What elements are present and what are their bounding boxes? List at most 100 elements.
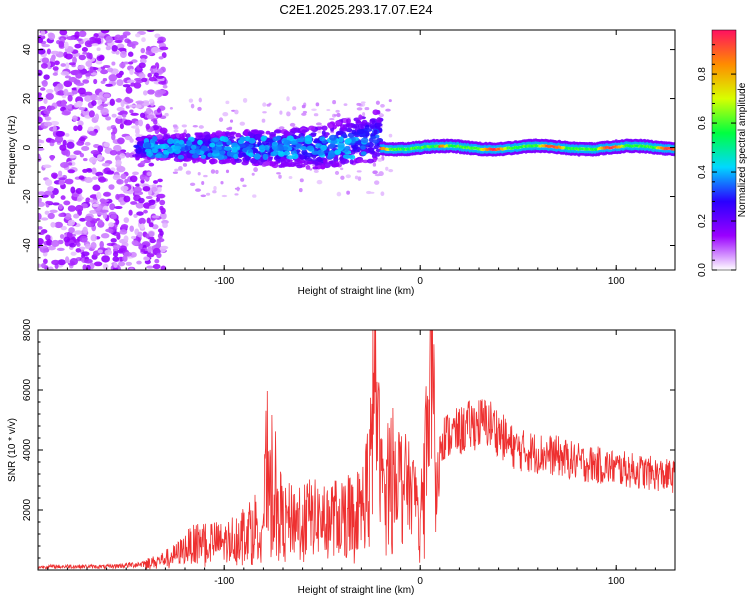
noise-cell — [64, 149, 71, 157]
noise-cell — [73, 150, 82, 155]
faint-cell — [311, 108, 317, 112]
noise-cell — [52, 66, 59, 71]
noise-cell — [51, 239, 60, 247]
noise-cell — [88, 130, 96, 136]
band-core-cell — [154, 144, 161, 150]
noise-cell — [123, 251, 133, 257]
band-cell — [269, 132, 277, 137]
band-cell — [133, 144, 140, 148]
spectrogram-frame — [37, 29, 676, 271]
faint-cell — [292, 106, 297, 111]
noise-cell — [100, 30, 110, 34]
noise-cell — [138, 197, 145, 204]
noise-cell — [109, 203, 116, 211]
band-core-cell — [231, 146, 238, 153]
noise-cell — [95, 96, 101, 101]
noise-cell — [135, 100, 144, 105]
noise-cell — [90, 242, 97, 249]
noise-cell — [50, 172, 58, 179]
faint-cell — [288, 176, 293, 179]
band-core-cell — [360, 145, 366, 150]
noise-cell — [51, 259, 60, 266]
noise-cell — [75, 187, 83, 195]
colorbar-frame — [711, 29, 737, 271]
noise-cell — [97, 219, 103, 225]
noise-cell — [100, 80, 106, 84]
noise-cell — [75, 248, 82, 253]
band-cell — [373, 129, 378, 135]
noise-cell — [44, 116, 52, 121]
band-core-cell — [349, 154, 356, 160]
noise-cell — [45, 234, 51, 241]
noise-cell — [90, 234, 97, 242]
noise-cell — [109, 98, 115, 106]
noise-cell — [50, 155, 55, 161]
faint-cell — [385, 166, 389, 171]
noise-cell — [160, 265, 167, 270]
faint-cell — [203, 174, 208, 178]
noise-cell — [135, 202, 144, 209]
noise-cell — [135, 133, 141, 138]
noise-cell — [141, 101, 150, 107]
noise-cell — [66, 141, 75, 149]
band-core-cell — [283, 150, 291, 156]
noise-cell — [38, 263, 42, 268]
band-cell — [330, 163, 339, 167]
noise-cell — [74, 43, 82, 49]
band-cell — [336, 130, 344, 135]
noise-cell — [138, 119, 144, 127]
noise-cell — [63, 88, 69, 96]
noise-cell — [154, 258, 160, 264]
band-core-cell — [190, 144, 197, 150]
band-cell — [312, 154, 317, 159]
noise-cell — [146, 265, 154, 269]
band-cell — [305, 164, 311, 170]
noise-cell — [150, 65, 157, 69]
faint-cell — [190, 103, 195, 109]
x-tick-label: 100 — [608, 276, 625, 287]
noise-cell — [60, 71, 70, 76]
noise-cell — [96, 191, 102, 200]
noise-cell — [68, 227, 75, 234]
band-core-cell — [299, 146, 307, 151]
noise-cell — [99, 209, 109, 213]
band-cell — [314, 161, 319, 166]
band-cell — [358, 114, 363, 121]
band-cell — [252, 130, 258, 134]
noise-cell — [63, 41, 69, 49]
band-core-cell — [186, 139, 193, 147]
noise-cell — [81, 47, 88, 52]
noise-cell — [161, 52, 167, 59]
faint-cell — [218, 117, 224, 122]
noise-cell — [98, 176, 107, 183]
faint-cell — [388, 169, 394, 173]
noise-cell — [115, 219, 120, 225]
band-core-cell — [342, 154, 351, 159]
band-core-cell — [311, 150, 319, 155]
faint-cell — [210, 169, 216, 174]
noise-cell — [146, 171, 152, 177]
noise-cell — [139, 54, 148, 60]
band-cell — [321, 130, 326, 136]
noise-cell — [92, 184, 101, 191]
noise-cell — [72, 115, 78, 122]
band-cell — [163, 133, 169, 139]
faint-cell — [229, 119, 234, 123]
snr-x-ticks: -100 0 100 — [47, 330, 676, 587]
noise-cell — [79, 137, 86, 142]
faint-cell — [185, 170, 192, 175]
noise-cell — [114, 34, 122, 42]
band-core-cell — [200, 154, 207, 160]
band-cell — [369, 123, 376, 128]
noise-cell — [117, 137, 125, 145]
noise-cell — [130, 235, 137, 240]
band-core-cell — [167, 146, 173, 152]
noise-cell — [119, 153, 126, 159]
band-cell — [327, 123, 333, 129]
noise-cell — [106, 170, 115, 175]
colorbar: 0.0 0.2 0.4 0.6 0.8 Normalized spectral ampl… — [697, 29, 748, 277]
noise-cell — [103, 93, 111, 98]
band-core-cell — [262, 153, 269, 161]
noise-cell — [57, 90, 66, 96]
band-core-cell — [290, 140, 298, 145]
